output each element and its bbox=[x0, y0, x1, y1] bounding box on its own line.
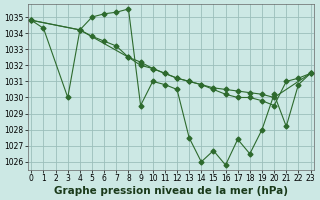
X-axis label: Graphe pression niveau de la mer (hPa): Graphe pression niveau de la mer (hPa) bbox=[54, 186, 288, 196]
